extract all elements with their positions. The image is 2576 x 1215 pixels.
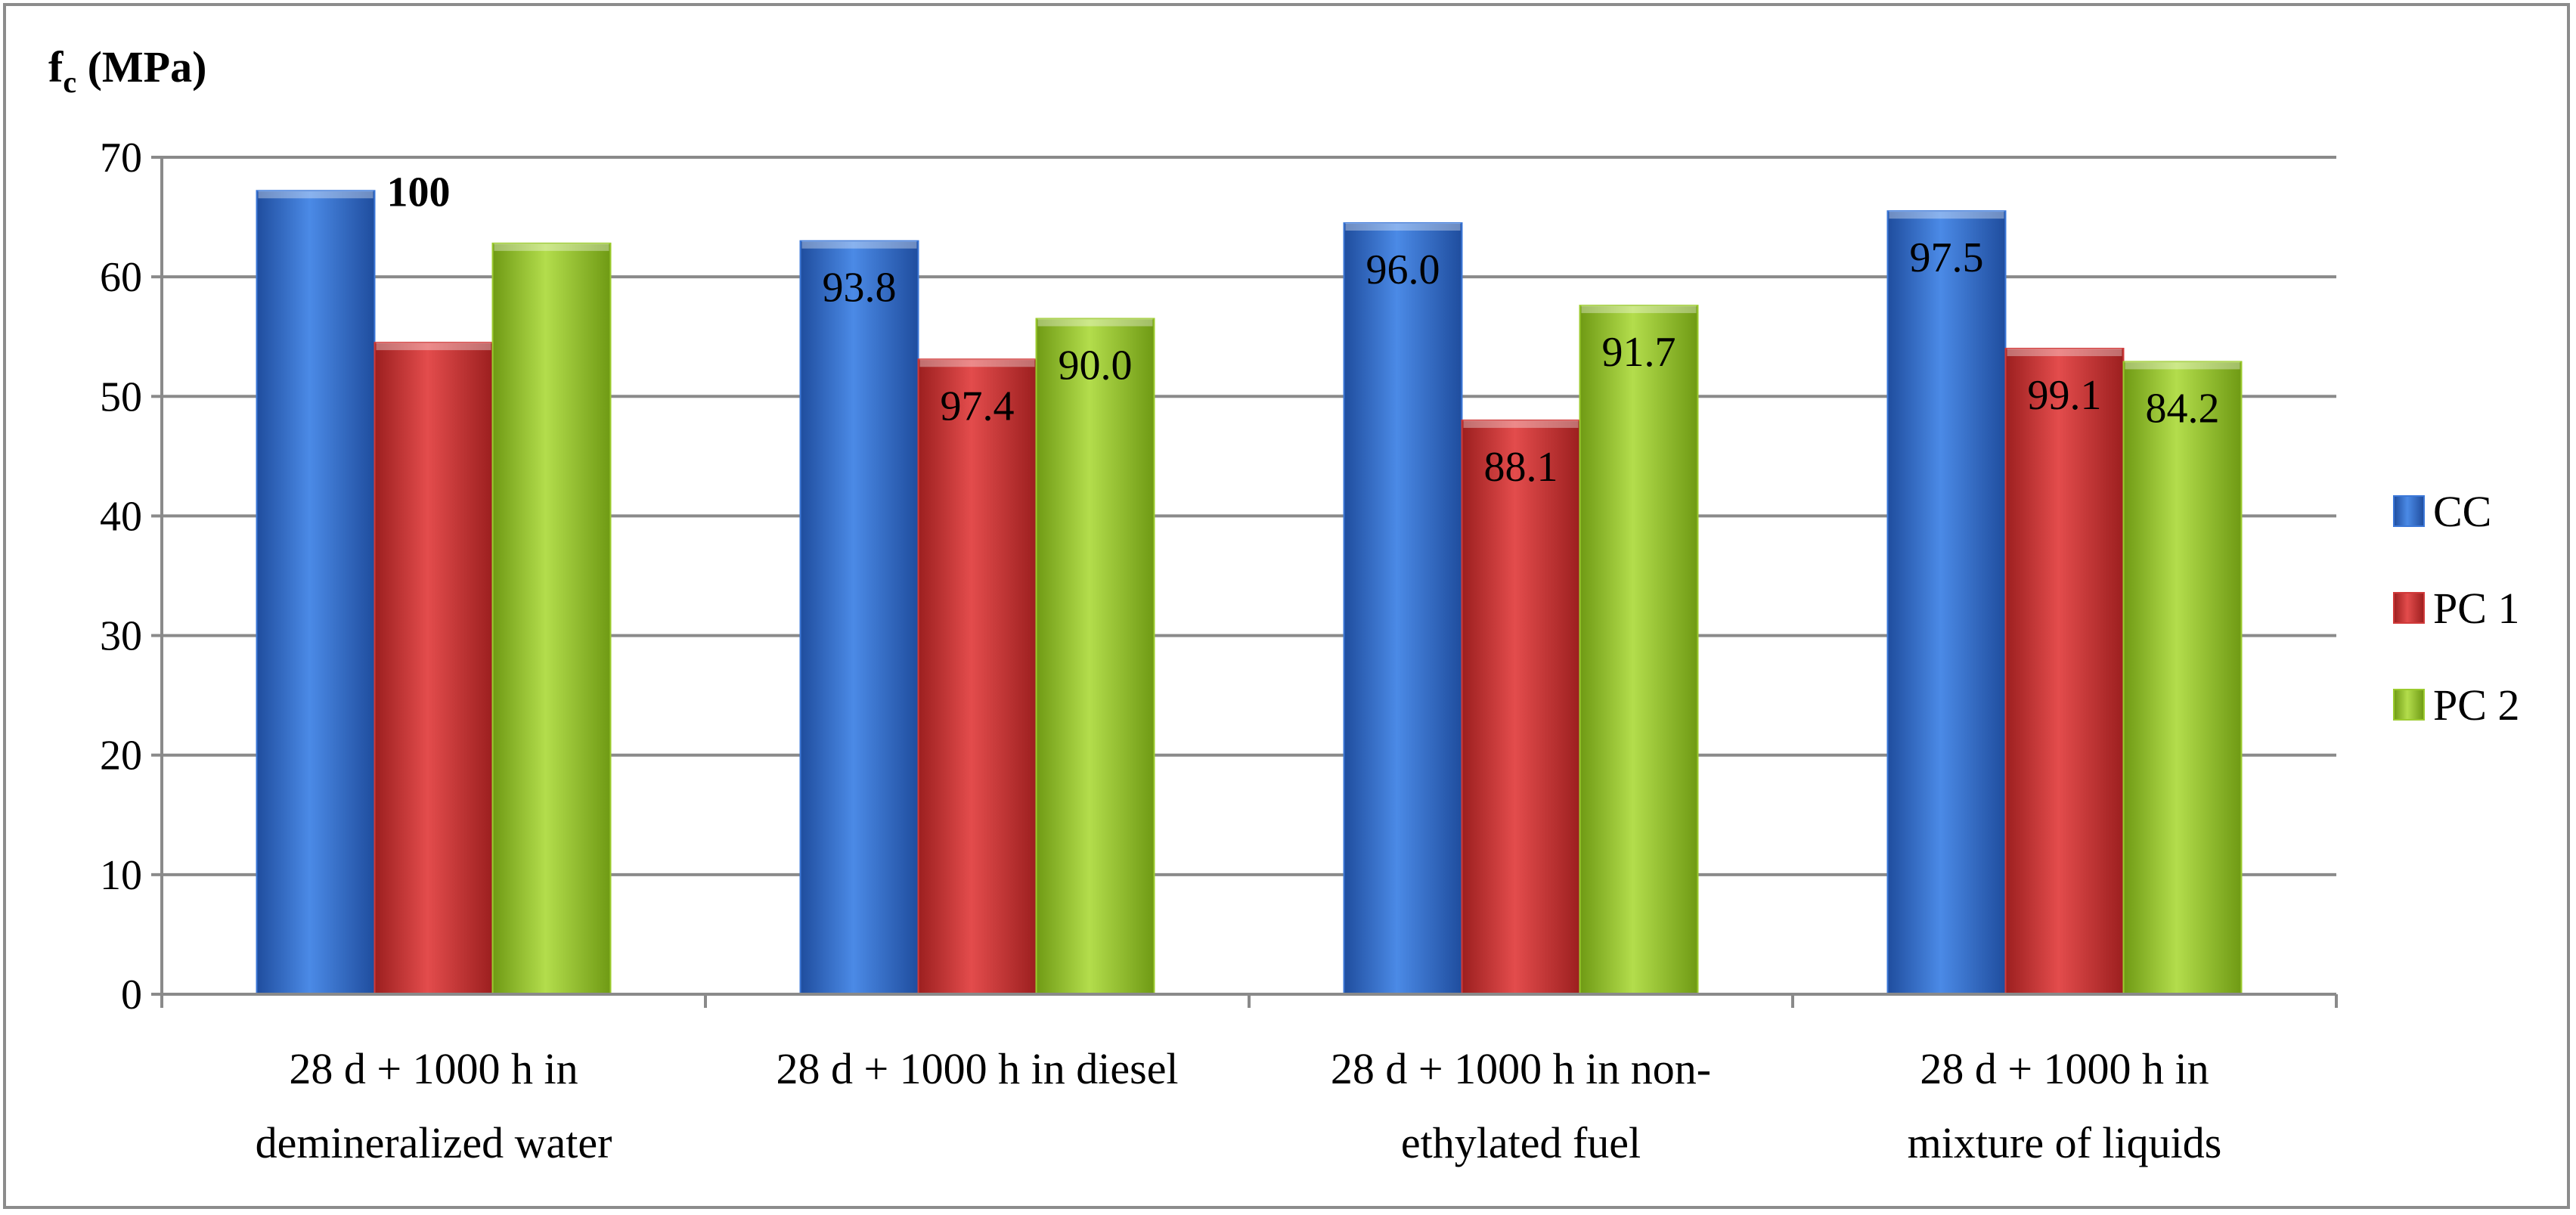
axes (151, 156, 2338, 1008)
legend-label: CC (2433, 487, 2491, 536)
bar-pc-2 (491, 242, 612, 995)
category-label: mixture of liquids (1908, 1118, 2222, 1167)
y-axis-title-unit: (MPa) (76, 42, 206, 91)
y-axis-title-subscript: c (63, 65, 76, 99)
y-tick-label: 70 (100, 135, 142, 181)
bar-highlight (1889, 211, 2004, 219)
y-tick-label: 10 (100, 852, 142, 899)
legend: CC PC 1 PC 2 (2393, 487, 2519, 730)
bar-chart: 0 10 20 30 40 50 60 70 28 d + 1000 h in demineral… (48, 42, 2519, 1167)
y-axis-title-main: f (48, 42, 64, 91)
data-label: 84.2 (2146, 385, 2220, 432)
bar-pc-1 (374, 342, 494, 996)
legend-label: PC 1 (2433, 584, 2519, 633)
bar-cc (1343, 222, 1463, 995)
labels: 0 10 20 30 40 50 60 70 28 d + 1000 h in demineral… (100, 135, 2221, 1167)
bar-highlight (494, 243, 609, 251)
category-label: 28 d + 1000 h in (1920, 1044, 2209, 1093)
data-label: 99.1 (2028, 372, 2102, 419)
bar-pc-1 (2004, 348, 2125, 995)
data-label: 91.7 (1602, 329, 1676, 376)
data-label: 97.4 (941, 383, 1015, 429)
bar-highlight (1345, 222, 1461, 231)
category-label: ethylated fuel (1401, 1118, 1641, 1167)
bar-highlight (1037, 318, 1153, 327)
y-tick-label: 60 (100, 254, 142, 301)
data-label: 88.1 (1484, 444, 1558, 491)
bar-cc (256, 190, 376, 995)
data-label: 100 (387, 169, 451, 215)
bar-highlight (1463, 420, 1579, 428)
y-tick-label: 40 (100, 493, 142, 540)
bar-pc-2 (2122, 361, 2243, 996)
bar-pc-1 (917, 358, 1037, 995)
legend-label: PC 2 (2433, 680, 2519, 730)
bar-highlight (376, 342, 491, 351)
bars (256, 190, 2243, 996)
legend-swatch (2393, 495, 2425, 527)
chart-frame: 0 10 20 30 40 50 60 70 28 d + 1000 h in demineral… (3, 3, 2570, 1209)
category-label: 28 d + 1000 h in non- (1331, 1044, 1711, 1093)
bar-highlight (2007, 349, 2122, 357)
category-label: 28 d + 1000 h in diesel (776, 1044, 1178, 1093)
bar-highlight (801, 240, 917, 249)
category-label: demineralized water (256, 1118, 612, 1167)
bar-cc (1886, 210, 2007, 995)
bar-highlight (919, 359, 1035, 367)
legend-swatch (2393, 689, 2425, 721)
y-tick-label: 0 (121, 972, 142, 1018)
bar-pc-2 (1579, 305, 1699, 995)
bar-highlight (2125, 361, 2240, 370)
data-label: 96.0 (1366, 246, 1440, 293)
y-tick-label: 50 (100, 373, 142, 420)
bar-pc-2 (1035, 318, 1155, 995)
y-tick-label: 20 (100, 733, 142, 780)
data-label: 90.0 (1059, 342, 1133, 389)
legend-swatch (2393, 592, 2425, 624)
category-label: 28 d + 1000 h in (289, 1044, 578, 1093)
bar-pc-1 (1461, 419, 1581, 995)
y-axis-title: fc (MPa) (48, 42, 206, 99)
data-label: 97.5 (1910, 234, 1984, 281)
data-label: 93.8 (823, 265, 897, 311)
y-tick-label: 30 (100, 613, 142, 660)
bar-highlight (258, 191, 374, 199)
bar-cc (799, 240, 919, 995)
bar-highlight (1581, 305, 1697, 314)
